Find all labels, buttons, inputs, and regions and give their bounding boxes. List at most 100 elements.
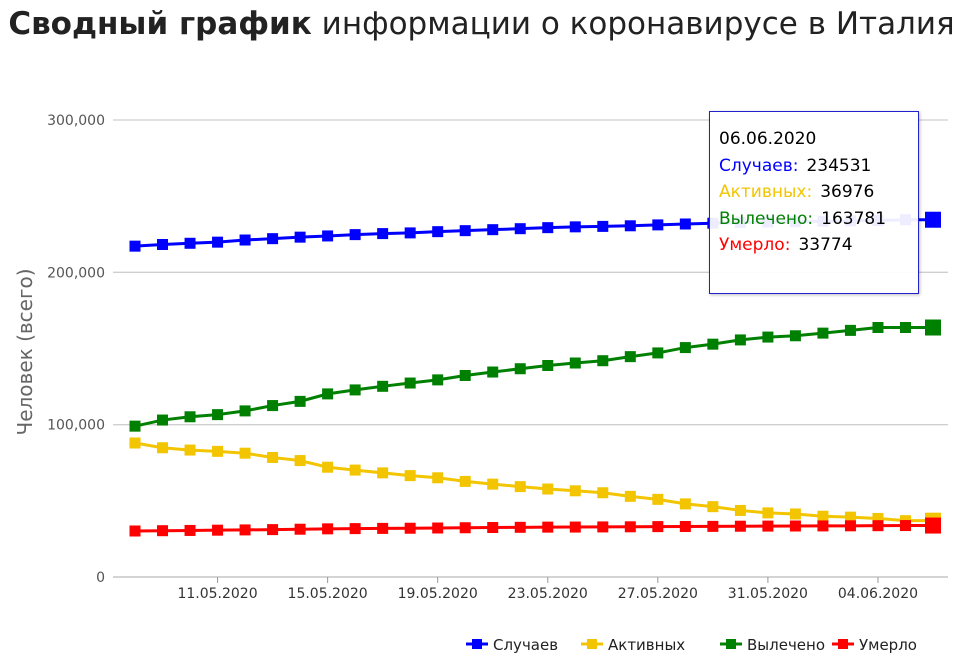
data-point[interactable] <box>872 322 884 334</box>
data-point[interactable] <box>925 517 941 534</box>
data-point[interactable] <box>349 229 361 241</box>
data-point[interactable] <box>184 411 196 423</box>
data-point[interactable] <box>459 475 471 487</box>
data-point[interactable] <box>652 493 664 505</box>
data-point[interactable] <box>624 521 636 533</box>
data-point[interactable] <box>487 522 499 534</box>
data-point[interactable] <box>322 230 334 242</box>
data-point[interactable] <box>294 231 306 243</box>
data-point[interactable] <box>872 512 884 524</box>
data-point[interactable] <box>569 221 581 233</box>
data-point[interactable] <box>734 520 746 532</box>
data-point[interactable] <box>239 447 251 459</box>
data-point[interactable] <box>459 225 471 237</box>
data-point[interactable] <box>184 237 196 249</box>
data-point[interactable] <box>899 322 911 334</box>
data-point[interactable] <box>377 228 389 240</box>
data-point[interactable] <box>899 520 911 532</box>
data-point[interactable] <box>322 523 334 535</box>
data-point[interactable] <box>789 508 801 520</box>
data-point[interactable] <box>514 223 526 235</box>
data-point[interactable] <box>294 523 306 535</box>
data-point[interactable] <box>542 360 554 372</box>
data-point[interactable] <box>844 511 856 523</box>
data-point[interactable] <box>157 442 169 454</box>
legend-item-0[interactable]: Случаев <box>466 636 558 654</box>
legend-item-1[interactable]: Активных <box>581 636 685 654</box>
data-point[interactable] <box>432 226 444 238</box>
data-point[interactable] <box>844 324 856 336</box>
data-point[interactable] <box>322 388 334 400</box>
data-point[interactable] <box>514 521 526 533</box>
data-point[interactable] <box>844 520 856 532</box>
data-point[interactable] <box>925 319 941 336</box>
data-point[interactable] <box>459 522 471 534</box>
data-point[interactable] <box>239 405 251 417</box>
data-point[interactable] <box>129 437 141 449</box>
data-point[interactable] <box>597 521 609 533</box>
data-point[interactable] <box>707 520 719 532</box>
data-point[interactable] <box>652 521 664 533</box>
data-point[interactable] <box>789 520 801 532</box>
data-point[interactable] <box>514 363 526 375</box>
legend[interactable]: Случаев Активных Вылечено Умерло <box>466 636 917 654</box>
data-point[interactable] <box>734 334 746 346</box>
data-point[interactable] <box>432 522 444 534</box>
data-point[interactable] <box>817 520 829 532</box>
data-point[interactable] <box>487 478 499 490</box>
data-point[interactable] <box>679 342 691 354</box>
data-point[interactable] <box>267 451 279 463</box>
data-point[interactable] <box>872 520 884 532</box>
data-point[interactable] <box>322 461 334 473</box>
data-point[interactable] <box>707 501 719 513</box>
data-point[interactable] <box>212 524 224 536</box>
data-point[interactable] <box>432 374 444 386</box>
data-point[interactable] <box>487 224 499 236</box>
data-point[interactable] <box>212 236 224 248</box>
data-point[interactable] <box>597 355 609 367</box>
data-point[interactable] <box>212 409 224 421</box>
data-point[interactable] <box>514 481 526 493</box>
data-point[interactable] <box>569 485 581 497</box>
data-point[interactable] <box>349 464 361 476</box>
data-point[interactable] <box>157 239 169 251</box>
data-point[interactable] <box>157 525 169 537</box>
data-point[interactable] <box>294 455 306 467</box>
data-point[interactable] <box>157 414 169 426</box>
data-point[interactable] <box>652 347 664 359</box>
data-point[interactable] <box>624 220 636 232</box>
data-point[interactable] <box>762 520 774 532</box>
data-point[interactable] <box>542 521 554 533</box>
data-point[interactable] <box>349 384 361 396</box>
data-point[interactable] <box>542 222 554 234</box>
data-point[interactable] <box>267 400 279 412</box>
data-point[interactable] <box>349 523 361 535</box>
data-point[interactable] <box>817 510 829 522</box>
data-point[interactable] <box>404 470 416 482</box>
data-point[interactable] <box>679 218 691 230</box>
data-point[interactable] <box>597 220 609 232</box>
data-point[interactable] <box>707 338 719 350</box>
data-point[interactable] <box>404 522 416 534</box>
data-point[interactable] <box>129 525 141 537</box>
legend-item-2[interactable]: Вылечено <box>720 636 825 654</box>
data-point[interactable] <box>267 233 279 245</box>
data-point[interactable] <box>762 331 774 343</box>
data-point[interactable] <box>652 219 664 231</box>
data-point[interactable] <box>542 483 554 495</box>
data-point[interactable] <box>624 351 636 363</box>
data-point[interactable] <box>129 420 141 432</box>
data-point[interactable] <box>404 227 416 239</box>
data-point[interactable] <box>212 445 224 457</box>
data-point[interactable] <box>624 490 636 502</box>
data-point[interactable] <box>184 444 196 456</box>
data-point[interactable] <box>569 521 581 533</box>
data-point[interactable] <box>239 524 251 536</box>
data-point[interactable] <box>404 377 416 389</box>
legend-item-3[interactable]: Умерло <box>832 636 917 654</box>
data-point[interactable] <box>487 366 499 378</box>
data-point[interactable] <box>925 211 941 228</box>
data-point[interactable] <box>377 522 389 534</box>
data-point[interactable] <box>569 357 581 369</box>
data-point[interactable] <box>432 472 444 484</box>
